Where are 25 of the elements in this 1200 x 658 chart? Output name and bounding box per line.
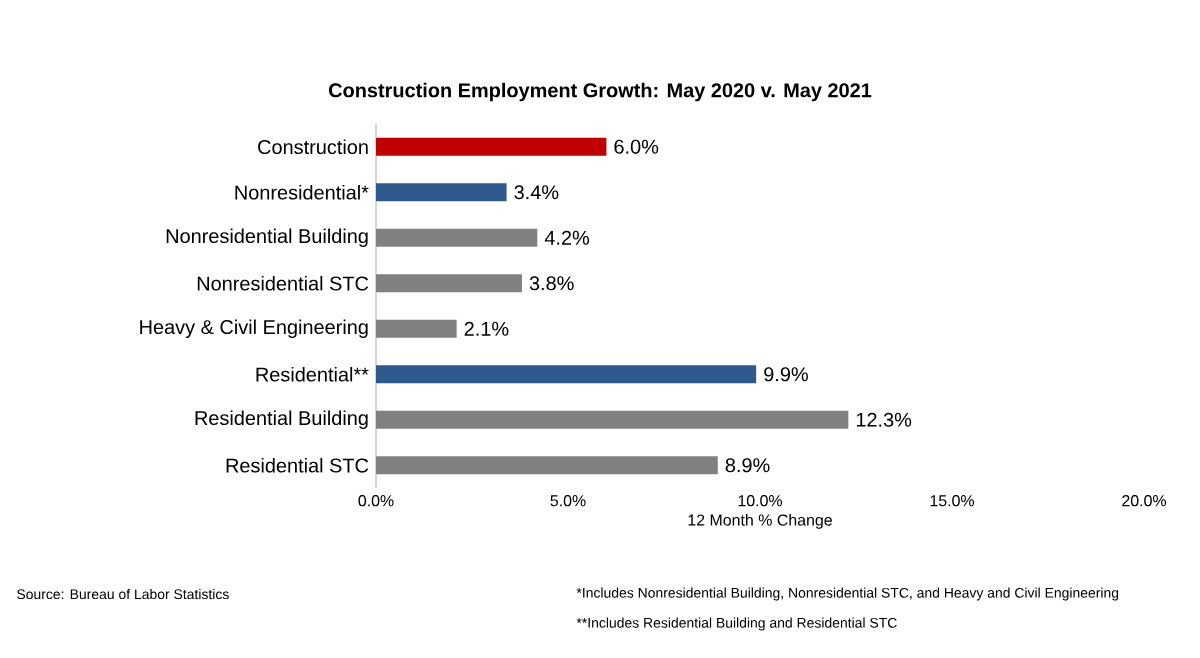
- y-tick-label: Nonresidential*: [235, 184, 369, 200]
- y-tick-label: Residential**: [256, 366, 369, 382]
- bar: [376, 319, 457, 338]
- data-label: 2.1%: [464, 321, 509, 336]
- bar: [376, 137, 607, 156]
- chart-title: Construction Employment Growth: May 2020 v. May 2021: [328, 82, 872, 102]
- bar: [376, 228, 538, 247]
- data-label: 9.9%: [764, 367, 808, 382]
- data-label: 12.3%: [856, 412, 912, 427]
- y-tick-label: Nonresidential Building: [166, 228, 368, 248]
- bar: [376, 410, 849, 429]
- data-label: 6.0%: [614, 139, 659, 154]
- data-label: 8.9%: [725, 458, 770, 473]
- y-tick-label: Residential STC: [226, 457, 369, 473]
- bar: [376, 365, 757, 384]
- data-label: 3.4%: [514, 185, 559, 200]
- bar: [376, 183, 507, 202]
- y-tick-label: Residential Building: [195, 410, 368, 430]
- data-label: 3.8%: [529, 276, 574, 291]
- y-tick-label: Heavy & Civil Engineering: [140, 319, 368, 339]
- bar: [376, 274, 522, 293]
- bar: [376, 456, 718, 475]
- data-label: 4.2%: [544, 230, 590, 245]
- y-tick-label: Construction: [258, 139, 368, 155]
- y-tick-label: Nonresidential STC: [197, 275, 369, 291]
